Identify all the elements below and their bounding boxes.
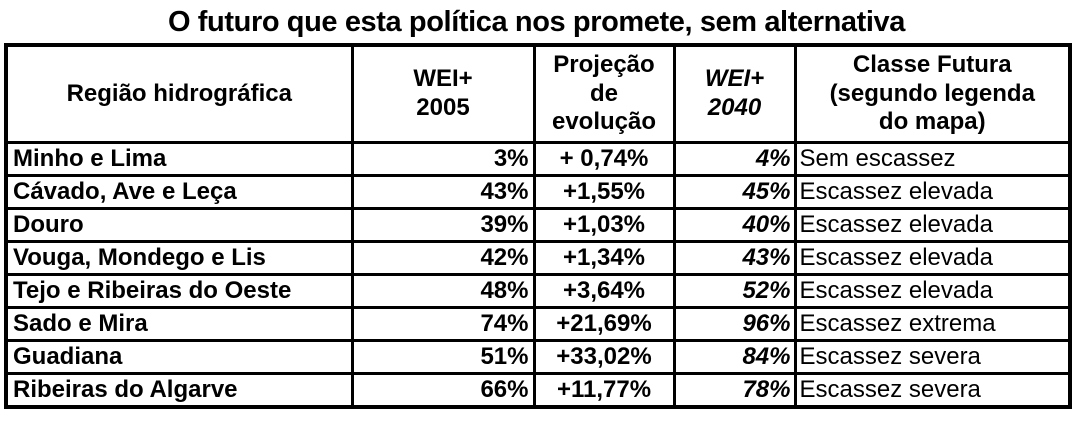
wei-projection-table: Região hidrográfica WEI+ 2005 Projeção d… <box>4 43 1072 409</box>
cell-classe: Escassez elevada <box>793 174 1072 210</box>
cell-classe: Sem escassez <box>793 141 1072 177</box>
cell-classe: Escassez severa <box>793 372 1072 409</box>
cell-projecao: +21,69% <box>532 306 676 342</box>
cell-wei2005: 42% <box>350 240 536 276</box>
cell-projecao: +11,77% <box>532 372 676 409</box>
cell-classe: Escassez elevada <box>793 240 1072 276</box>
cell-wei2005: 51% <box>350 339 536 375</box>
cell-projecao: + 0,74% <box>532 141 676 177</box>
cell-wei2005: 74% <box>350 306 536 342</box>
cell-classe: Escassez extrema <box>793 306 1072 342</box>
cell-wei2005: 3% <box>350 141 536 177</box>
cell-wei2005: 66% <box>350 372 536 409</box>
cell-wei2040: 43% <box>672 240 797 276</box>
cell-wei2005: 43% <box>350 174 536 210</box>
cell-regiao: Guadiana <box>4 339 354 375</box>
cell-classe: Escassez severa <box>793 339 1072 375</box>
table-header: Região hidrográfica WEI+ 2005 Projeção d… <box>4 43 1072 144</box>
cell-wei2040: 84% <box>672 339 797 375</box>
table-row: Tejo e Ribeiras do Oeste 48% +3,64% 52% … <box>4 273 1072 309</box>
table-row: Vouga, Mondego e Lis 42% +1,34% 43% Esca… <box>4 240 1072 276</box>
cell-regiao: Tejo e Ribeiras do Oeste <box>4 273 354 309</box>
cell-wei2040: 40% <box>672 207 797 243</box>
cell-regiao: Cávado, Ave e Leça <box>4 174 354 210</box>
table-row: Guadiana 51% +33,02% 84% Escassez severa <box>4 339 1072 375</box>
cell-wei2005: 48% <box>350 273 536 309</box>
table-row: Douro 39% +1,03% 40% Escassez elevada <box>4 207 1072 243</box>
cell-projecao: +1,55% <box>532 174 676 210</box>
cell-projecao: +33,02% <box>532 339 676 375</box>
cell-projecao: +3,64% <box>532 273 676 309</box>
cell-wei2005: 39% <box>350 207 536 243</box>
cell-regiao: Douro <box>4 207 354 243</box>
cell-projecao: +1,34% <box>532 240 676 276</box>
column-header-regiao: Região hidrográfica <box>4 43 354 144</box>
table-row: Cávado, Ave e Leça 43% +1,55% 45% Escass… <box>4 174 1072 210</box>
cell-regiao: Ribeiras do Algarve <box>4 372 354 409</box>
cell-wei2040: 96% <box>672 306 797 342</box>
cell-wei2040: 4% <box>672 141 797 177</box>
cell-regiao: Minho e Lima <box>4 141 354 177</box>
page-title: O futuro que esta política nos promete, … <box>167 6 905 38</box>
column-header-classe: Classe Futura (segundo legenda do mapa) <box>793 43 1072 144</box>
cell-classe: Escassez elevada <box>793 273 1072 309</box>
cell-regiao: Vouga, Mondego e Lis <box>4 240 354 276</box>
table-row: Ribeiras do Algarve 66% +11,77% 78% Esca… <box>4 372 1072 409</box>
cell-regiao: Sado e Mira <box>4 306 354 342</box>
cell-wei2040: 78% <box>672 372 797 409</box>
cell-wei2040: 52% <box>672 273 797 309</box>
column-header-wei2005: WEI+ 2005 <box>350 43 536 144</box>
cell-projecao: +1,03% <box>532 207 676 243</box>
table-body: Minho e Lima 3% + 0,74% 4% Sem escassez … <box>4 141 1072 409</box>
column-header-projecao: Projeção de evolução <box>532 43 676 144</box>
table-row: Minho e Lima 3% + 0,74% 4% Sem escassez <box>4 141 1072 177</box>
header-row: Região hidrográfica WEI+ 2005 Projeção d… <box>4 43 1072 144</box>
cell-wei2040: 45% <box>672 174 797 210</box>
column-header-wei2040: WEI+ 2040 <box>672 43 797 144</box>
cell-classe: Escassez elevada <box>793 207 1072 243</box>
table-row: Sado e Mira 74% +21,69% 96% Escassez ext… <box>4 306 1072 342</box>
